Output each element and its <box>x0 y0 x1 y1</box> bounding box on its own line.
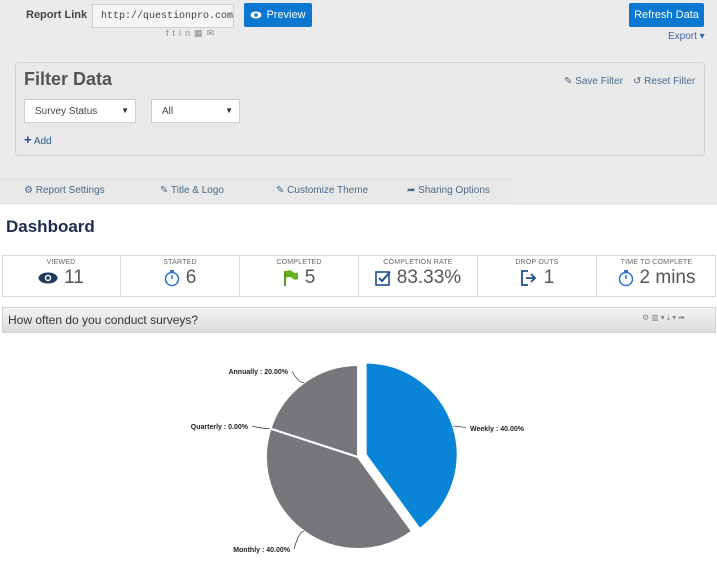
report-link-label: Report Link <box>26 9 88 21</box>
stopwatch-icon <box>164 270 179 287</box>
stat-label: TIME TO COMPLETE <box>620 259 693 266</box>
pie-label-annually: Annually : 20.00% <box>228 369 288 376</box>
pie-connector-annually <box>291 370 304 383</box>
stat-label: DROP OUTS <box>515 259 559 266</box>
save-filter-link[interactable]: ✎ Save Filter <box>564 76 623 87</box>
stat-label: STARTED <box>163 259 197 266</box>
add-filter-link[interactable]: + Add <box>24 132 52 147</box>
reset-filter-label: Reset Filter <box>644 76 696 87</box>
caret-down-icon: ▼ <box>225 106 233 115</box>
gear-icon: ⚙ <box>24 185 36 196</box>
pie-slice-monthly[interactable] <box>265 427 414 550</box>
stat-value: 2 mins <box>639 267 696 288</box>
add-filter-label: Add <box>33 136 52 147</box>
edit-icon: ✎ <box>160 185 171 196</box>
twitter-icon[interactable]: t <box>172 28 180 38</box>
stat-label: VIEWED <box>46 259 76 266</box>
gear-icon[interactable]: ⚙ <box>642 313 652 322</box>
filter-panel <box>15 62 705 156</box>
filter-title: Filter Data <box>24 69 113 89</box>
stat-started: STARTED 6 <box>121 255 240 297</box>
facebook-icon[interactable]: f <box>166 28 173 38</box>
share-icon: ➦ <box>407 185 419 196</box>
tab-label: Sharing Options <box>418 185 490 196</box>
stat-label: COMPLETED <box>276 259 322 266</box>
email-icon[interactable]: ✉ <box>206 28 219 38</box>
dashboard-title: Dashboard <box>6 217 95 236</box>
pie-label-weekly: Weekly : 40.00% <box>470 426 525 433</box>
pie-slice-annually[interactable] <box>269 363 359 459</box>
chart-header <box>2 307 716 333</box>
pie-connector-monthly <box>293 531 305 550</box>
export-dropdown[interactable]: Export ▾ <box>668 31 705 42</box>
pie-chart: Weekly : 40.00% Monthly : 40.00% Quarterly… <box>191 361 525 554</box>
stat-value: 11 <box>64 267 84 288</box>
stat-value: 6 <box>185 267 197 288</box>
share-icon[interactable]: ➦ <box>678 313 688 322</box>
refresh-data-button[interactable]: Refresh Data <box>629 3 704 27</box>
stat-completed: COMPLETED 5 <box>240 255 359 297</box>
checkbox-icon <box>374 271 391 286</box>
embed-icon[interactable]: ▦ <box>194 28 207 38</box>
tab-label: Title & Logo <box>170 185 224 196</box>
filter-value-value: All <box>162 106 174 117</box>
preview-label: Preview <box>266 9 306 21</box>
linkedin-icon[interactable]: in <box>179 28 195 38</box>
pie-slice-weekly[interactable] <box>364 361 459 531</box>
export-label: Export <box>668 31 697 42</box>
caret-down-icon: ▼ <box>121 106 129 115</box>
stats-row <box>2 255 716 297</box>
eye-icon <box>250 11 262 19</box>
filter-field-value: Survey Status <box>35 106 98 117</box>
undo-icon: ↺ <box>633 76 645 87</box>
stat-value: 1 <box>543 267 555 288</box>
filter-value-select[interactable]: All ▼ <box>151 99 240 123</box>
eye-icon <box>38 272 58 284</box>
stopwatch-icon <box>618 270 633 287</box>
stat-label: COMPLETION RATE <box>383 259 453 266</box>
pie-label-monthly: Monthly : 40.00% <box>233 547 291 554</box>
caret-down-icon: ▾ <box>696 31 705 42</box>
pie-label-quarterly: Quarterly : 0.00% <box>191 424 249 431</box>
stat-value: 5 <box>304 267 316 288</box>
tab-label: Report Settings <box>35 185 105 196</box>
stat-value: 83.33% <box>396 267 462 288</box>
plus-icon: + <box>24 132 32 147</box>
pie-connector-weekly <box>453 425 467 429</box>
flag-icon <box>283 270 298 286</box>
stat-drop-outs: DROP OUTS 1 <box>478 255 597 297</box>
filter-field-select[interactable]: Survey Status ▼ <box>24 99 136 123</box>
save-filter-label: Save Filter <box>575 76 623 87</box>
tab-sharing-options[interactable]: ➦ Sharing Options <box>407 185 490 196</box>
tab-report-settings[interactable]: ⚙ Report Settings <box>24 185 105 196</box>
download-icon[interactable]: ⤓▾ <box>666 313 679 322</box>
stat-viewed: VIEWED 11 <box>2 255 121 297</box>
report-tabs <box>0 178 512 205</box>
exit-icon <box>520 270 536 286</box>
edit-icon: ✎ <box>276 185 288 196</box>
edit-icon: ✎ <box>564 76 576 87</box>
stat-time-to-complete: TIME TO COMPLETE 2 mins <box>597 255 716 297</box>
tab-customize-theme[interactable]: ✎ Customize Theme <box>276 185 368 196</box>
chart-title: How often do you conduct surveys? <box>8 313 199 327</box>
stat-completion-rate: COMPLETION RATE 83.33% <box>359 255 478 297</box>
chart-toolbar: ⚙▥▾⤓▾➦ <box>642 313 687 323</box>
chart-type-icon[interactable]: ▥▾ <box>651 313 667 322</box>
reset-filter-link[interactable]: ↺ Reset Filter <box>633 76 695 87</box>
tab-label: Customize Theme <box>287 185 369 196</box>
share-icons: ftin▦✉ <box>166 28 218 39</box>
tab-title-logo[interactable]: ✎ Title & Logo <box>160 185 224 196</box>
report-url-field[interactable]: http://questionpro.com/t/P <box>92 4 234 28</box>
preview-button[interactable]: Preview <box>244 3 312 27</box>
pie-connector-quarterly <box>251 425 271 429</box>
